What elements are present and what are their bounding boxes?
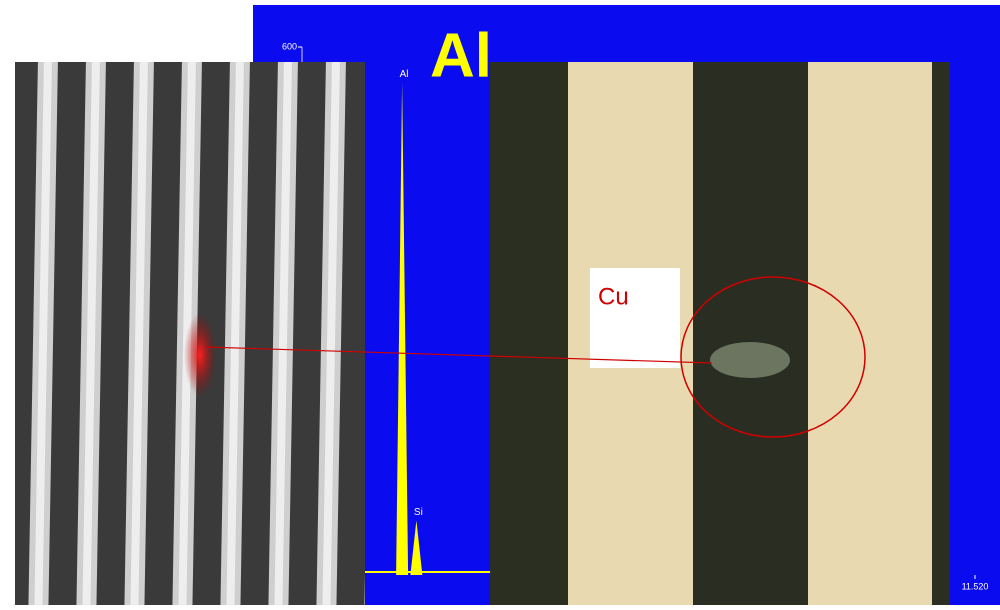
peak-label: Si <box>414 507 423 518</box>
element-title: Al <box>430 21 492 90</box>
dark-stripe <box>693 62 808 605</box>
figure: Al 600 11.520 Al Si Cu <box>0 0 1000 605</box>
callout-label: Cu <box>598 283 629 310</box>
dark-stripe <box>932 62 950 605</box>
x-tick-label: 11.520 <box>962 581 989 591</box>
cu-map-spot <box>184 313 216 397</box>
defect <box>710 342 790 378</box>
dark-stripe <box>490 62 568 605</box>
y-tick-label: 600 <box>282 41 297 51</box>
page: Al 60011.520AlSi Cu (() => { const data … <box>0 0 1000 605</box>
peak-label: Al <box>400 69 409 80</box>
